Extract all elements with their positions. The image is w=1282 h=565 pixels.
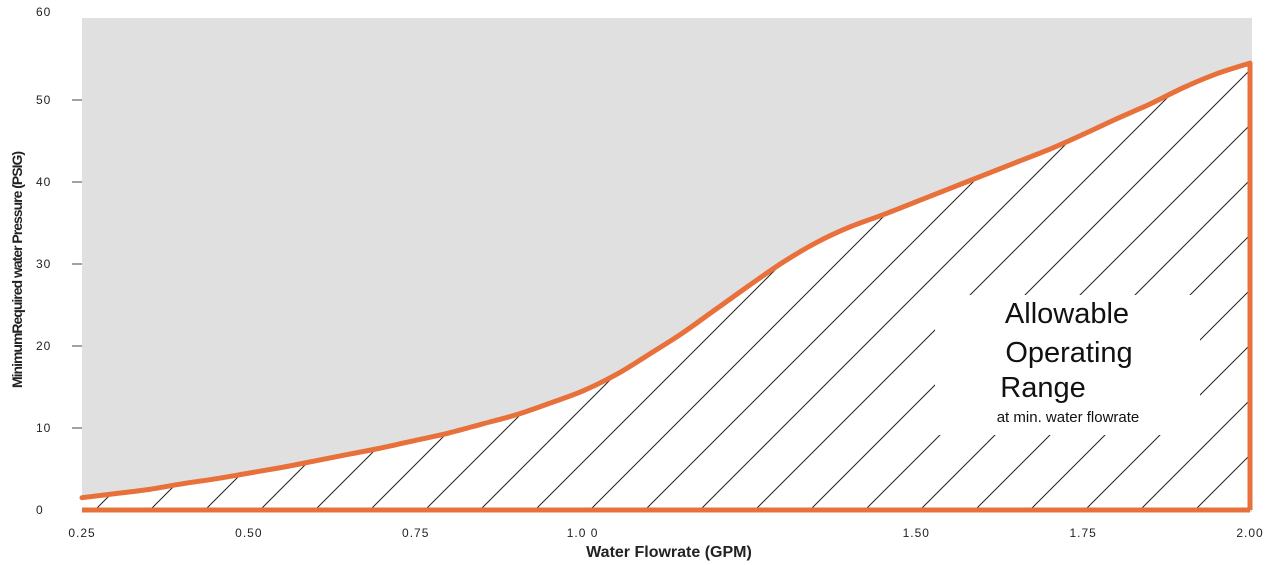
y-tick-label: 60 [36,5,51,19]
region-label-line2: Operating [1005,337,1132,369]
y-axis-title: MinimumRequired water Pressure (PSIG) [9,152,25,388]
y-tick-label: 50 [36,93,51,107]
y-tick-label: 30 [36,257,51,271]
y-tick-label: 0 [36,503,44,517]
x-tick-label: 1.75 [1069,526,1096,540]
y-tick-label: 10 [36,421,51,435]
region-label-line3: Range [1000,372,1085,404]
x-tick-label: 1.50 [903,526,930,540]
x-tick-label: 0.75 [402,526,429,540]
x-tick-label: 0.50 [235,526,262,540]
y-tick-label: 40 [36,175,51,189]
x-axis-ticks: 0.25 0.50 0.75 1.0 0 1.50 1.75 2.00 [68,526,1263,540]
y-tick-label: 20 [36,339,51,353]
x-tick-label: 2.00 [1236,526,1263,540]
region-label-backdrop [935,295,1200,435]
region-label-subtext: at min. water flowrate [997,409,1140,426]
pressure-curve [79,60,1253,501]
x-tick-label: 1.0 0 [567,526,599,540]
x-axis-title: Water Flowrate (GPM) [586,544,752,561]
region-label-line1: Allowable [1005,298,1129,330]
y-axis-ticks: 0 10 20 30 40 50 60 [36,5,82,517]
x-tick-label: 0.25 [68,526,95,540]
